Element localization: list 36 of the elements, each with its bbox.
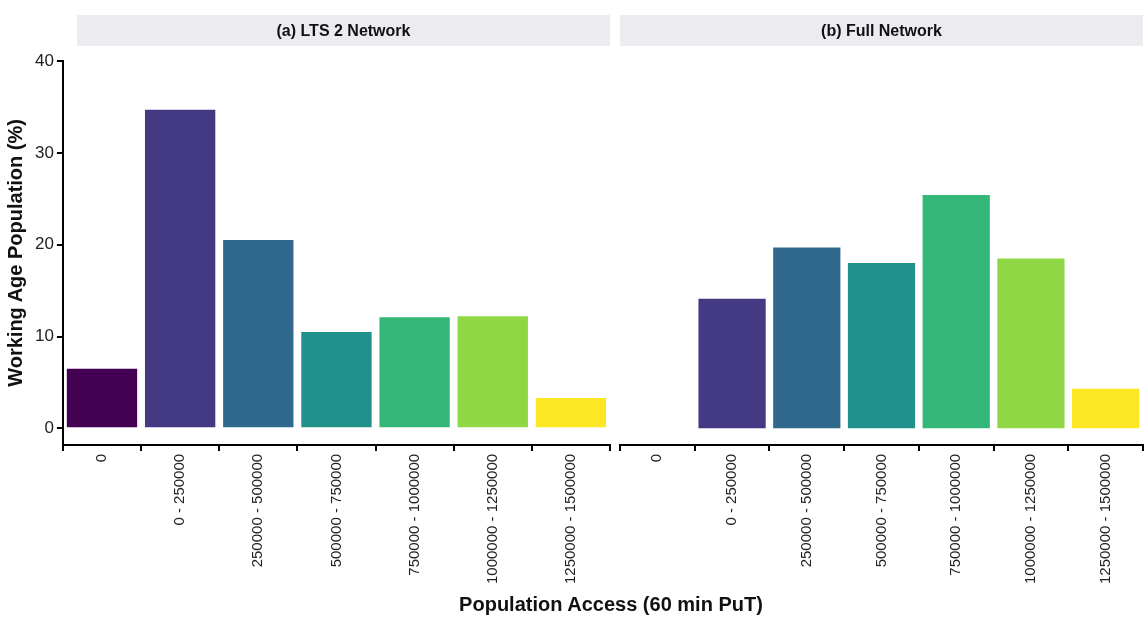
bar [223, 240, 294, 428]
x-tick-label: 500000 - 750000 [326, 453, 344, 568]
bar [457, 316, 528, 428]
chart-title: (b) Full Network [620, 15, 1143, 46]
x-tick-label: 1250000 - 1500000 [1095, 453, 1113, 584]
x-tick-label: 0 - 250000 [722, 453, 740, 526]
bar [144, 109, 216, 428]
bar [773, 247, 841, 429]
x-tick-label: 1000000 - 1250000 [482, 453, 500, 584]
y-axis-title: Working Age Population (%) [3, 119, 26, 387]
y-tick-label: 10 [34, 326, 54, 346]
x-tick-label: 0 - 250000 [170, 453, 188, 526]
bar [379, 317, 450, 428]
bar [997, 258, 1065, 429]
x-tick-label: 0 [647, 453, 665, 463]
x-axis-title: Population Access (60 min PuT) [458, 593, 764, 616]
y-tick-label: 0 [44, 418, 54, 438]
x-tick-label: 750000 - 1000000 [946, 453, 964, 576]
x-tick-label: 1000000 - 1250000 [1021, 453, 1039, 584]
x-tick-label: 750000 - 1000000 [404, 453, 422, 576]
bar [301, 331, 372, 428]
x-tick-label: 250000 - 500000 [796, 453, 814, 568]
y-tick-label: 20 [34, 234, 54, 254]
x-tick-label: 500000 - 750000 [871, 453, 889, 568]
bar [66, 368, 138, 428]
x-tick-label: 0 [92, 453, 110, 463]
x-tick-label: 1250000 - 1500000 [561, 453, 579, 584]
bar [535, 398, 607, 428]
bar [698, 298, 766, 429]
y-tick-label: 40 [34, 50, 54, 70]
bar [1072, 388, 1140, 429]
x-tick-label: 250000 - 500000 [248, 453, 266, 568]
chart-title: (a) LTS 2 Network [77, 15, 610, 46]
bar [922, 195, 990, 429]
y-tick-label: 30 [34, 142, 54, 162]
bar [847, 263, 916, 429]
